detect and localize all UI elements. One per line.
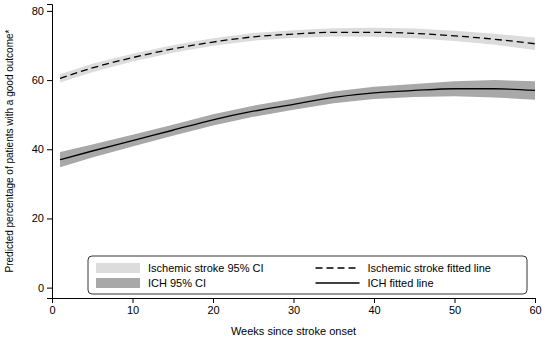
y-tick: 60: [32, 74, 52, 86]
x-tick-label: 20: [207, 304, 219, 316]
y-tick: 20: [32, 212, 52, 224]
x-tick-label: 30: [288, 304, 300, 316]
x-axis: 0 10 20 30 40 50 60: [49, 298, 541, 316]
x-tick-mark: [455, 298, 456, 303]
x-axis-title: Weeks since stroke onset: [231, 325, 356, 337]
y-tick-label: 80: [32, 5, 44, 17]
legend-swatch: [316, 282, 360, 283]
legend-box: [88, 256, 527, 294]
legend-swatch: [96, 263, 140, 273]
legend-label: ICH 95% CI: [148, 277, 206, 289]
y-axis: 0 20 40 60 80: [32, 5, 53, 299]
y-tick-label: 0: [38, 282, 44, 294]
y-tick-mark: [47, 11, 52, 12]
y-tick-mark: [47, 149, 52, 150]
x-tick-mark: [133, 298, 134, 303]
x-tick: 50: [449, 298, 461, 316]
x-tick: 40: [368, 298, 380, 316]
ci-band: [60, 80, 535, 167]
legend-swatch: [316, 267, 360, 268]
x-tick-mark: [535, 298, 536, 303]
y-axis-title: Predicted percentage of patients with a …: [4, 29, 15, 272]
y-tick-mark: [47, 80, 52, 81]
x-tick: 10: [127, 298, 139, 316]
y-tick-label: 60: [32, 74, 44, 86]
x-tick: 0: [49, 298, 55, 316]
x-tick-label: 0: [49, 304, 55, 316]
legend-label: ICH fitted line: [368, 277, 434, 289]
legend: Ischemic stroke 95% CI ICH 95% CI Ischemic…: [88, 256, 527, 294]
x-tick-mark: [294, 298, 295, 303]
x-tick: 30: [288, 298, 300, 316]
chart: 0 10 20 30 40 50 60 0 20 40 60 80 Ischemic stroke 95…: [0, 0, 558, 349]
legend-label: Ischemic stroke fitted line: [368, 262, 492, 274]
legend-swatch: [96, 278, 140, 288]
y-tick: 80: [32, 5, 52, 17]
x-tick-mark: [374, 298, 375, 303]
x-tick-label: 40: [368, 304, 380, 316]
legend-item: Ischemic stroke 95% CI: [96, 262, 264, 274]
legend-label: Ischemic stroke 95% CI: [148, 262, 264, 274]
x-axis-line: [53, 299, 536, 304]
y-tick-mark: [47, 218, 52, 219]
legend-item: ICH fitted line: [316, 277, 434, 289]
x-tick-label: 10: [127, 304, 139, 316]
legend-item: Ischemic stroke fitted line: [316, 262, 492, 274]
ci-band: [60, 28, 535, 83]
x-tick: 60: [529, 298, 541, 316]
x-tick: 20: [207, 298, 219, 316]
y-tick-label: 40: [32, 143, 44, 155]
x-tick-mark: [213, 298, 214, 303]
plot: 0 10 20 30 40 50 60 0 20 40 60 80 Ischemic stroke 95…: [32, 5, 542, 316]
y-tick-mark: [47, 288, 52, 289]
legend-item: ICH 95% CI: [96, 277, 206, 289]
marks: [60, 28, 535, 167]
y-tick-label: 20: [32, 212, 44, 224]
y-axis-line: [47, 5, 53, 299]
y-tick: 40: [32, 143, 52, 155]
fitted-line: [60, 32, 535, 78]
fitted-line: [60, 89, 535, 160]
y-tick: 0: [38, 282, 52, 294]
x-tick-label: 50: [449, 304, 461, 316]
x-tick-label: 60: [529, 304, 541, 316]
